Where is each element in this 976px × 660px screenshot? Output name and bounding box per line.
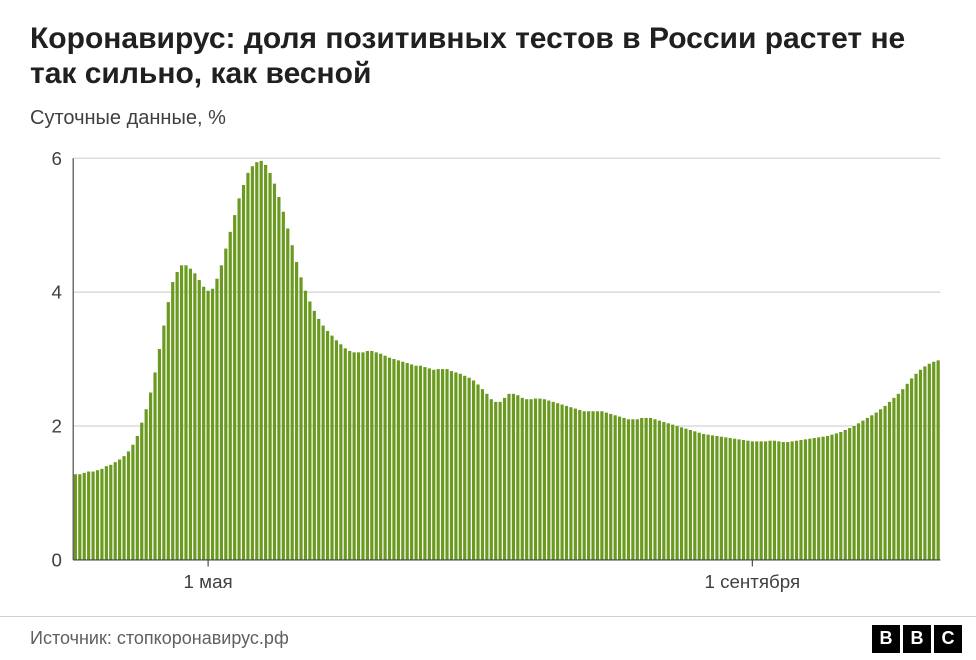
bbc-letter: C — [934, 625, 962, 653]
chart-plot-area: 0 2 4 6 1 мая 1 сентября — [0, 134, 976, 616]
chart-card: Коронавирус: доля позитивных тестов в Ро… — [0, 0, 976, 660]
y-tick-label: 2 — [51, 416, 61, 437]
footer: Источник: стопкоронавирус.рф BBC — [0, 616, 976, 660]
y-tick-label: 6 — [51, 148, 61, 169]
chart-title: Коронавирус: доля позитивных тестов в Ро… — [30, 22, 946, 91]
bbc-letter: B — [872, 625, 900, 653]
chart-subtitle: Суточные данные, % — [0, 101, 976, 134]
bbc-logo: BBC — [872, 625, 962, 653]
source-text: Источник: стопкоронавирус.рф — [30, 628, 289, 649]
x-tick-label: 1 сентября — [704, 571, 800, 592]
y-tick-label: 4 — [51, 282, 61, 303]
y-tick-label: 0 — [51, 549, 61, 570]
x-tick-label: 1 мая — [184, 571, 233, 592]
bbc-letter: B — [903, 625, 931, 653]
chart-svg: 0 2 4 6 1 мая 1 сентября — [30, 134, 946, 616]
header: Коронавирус: доля позитивных тестов в Ро… — [0, 0, 976, 101]
